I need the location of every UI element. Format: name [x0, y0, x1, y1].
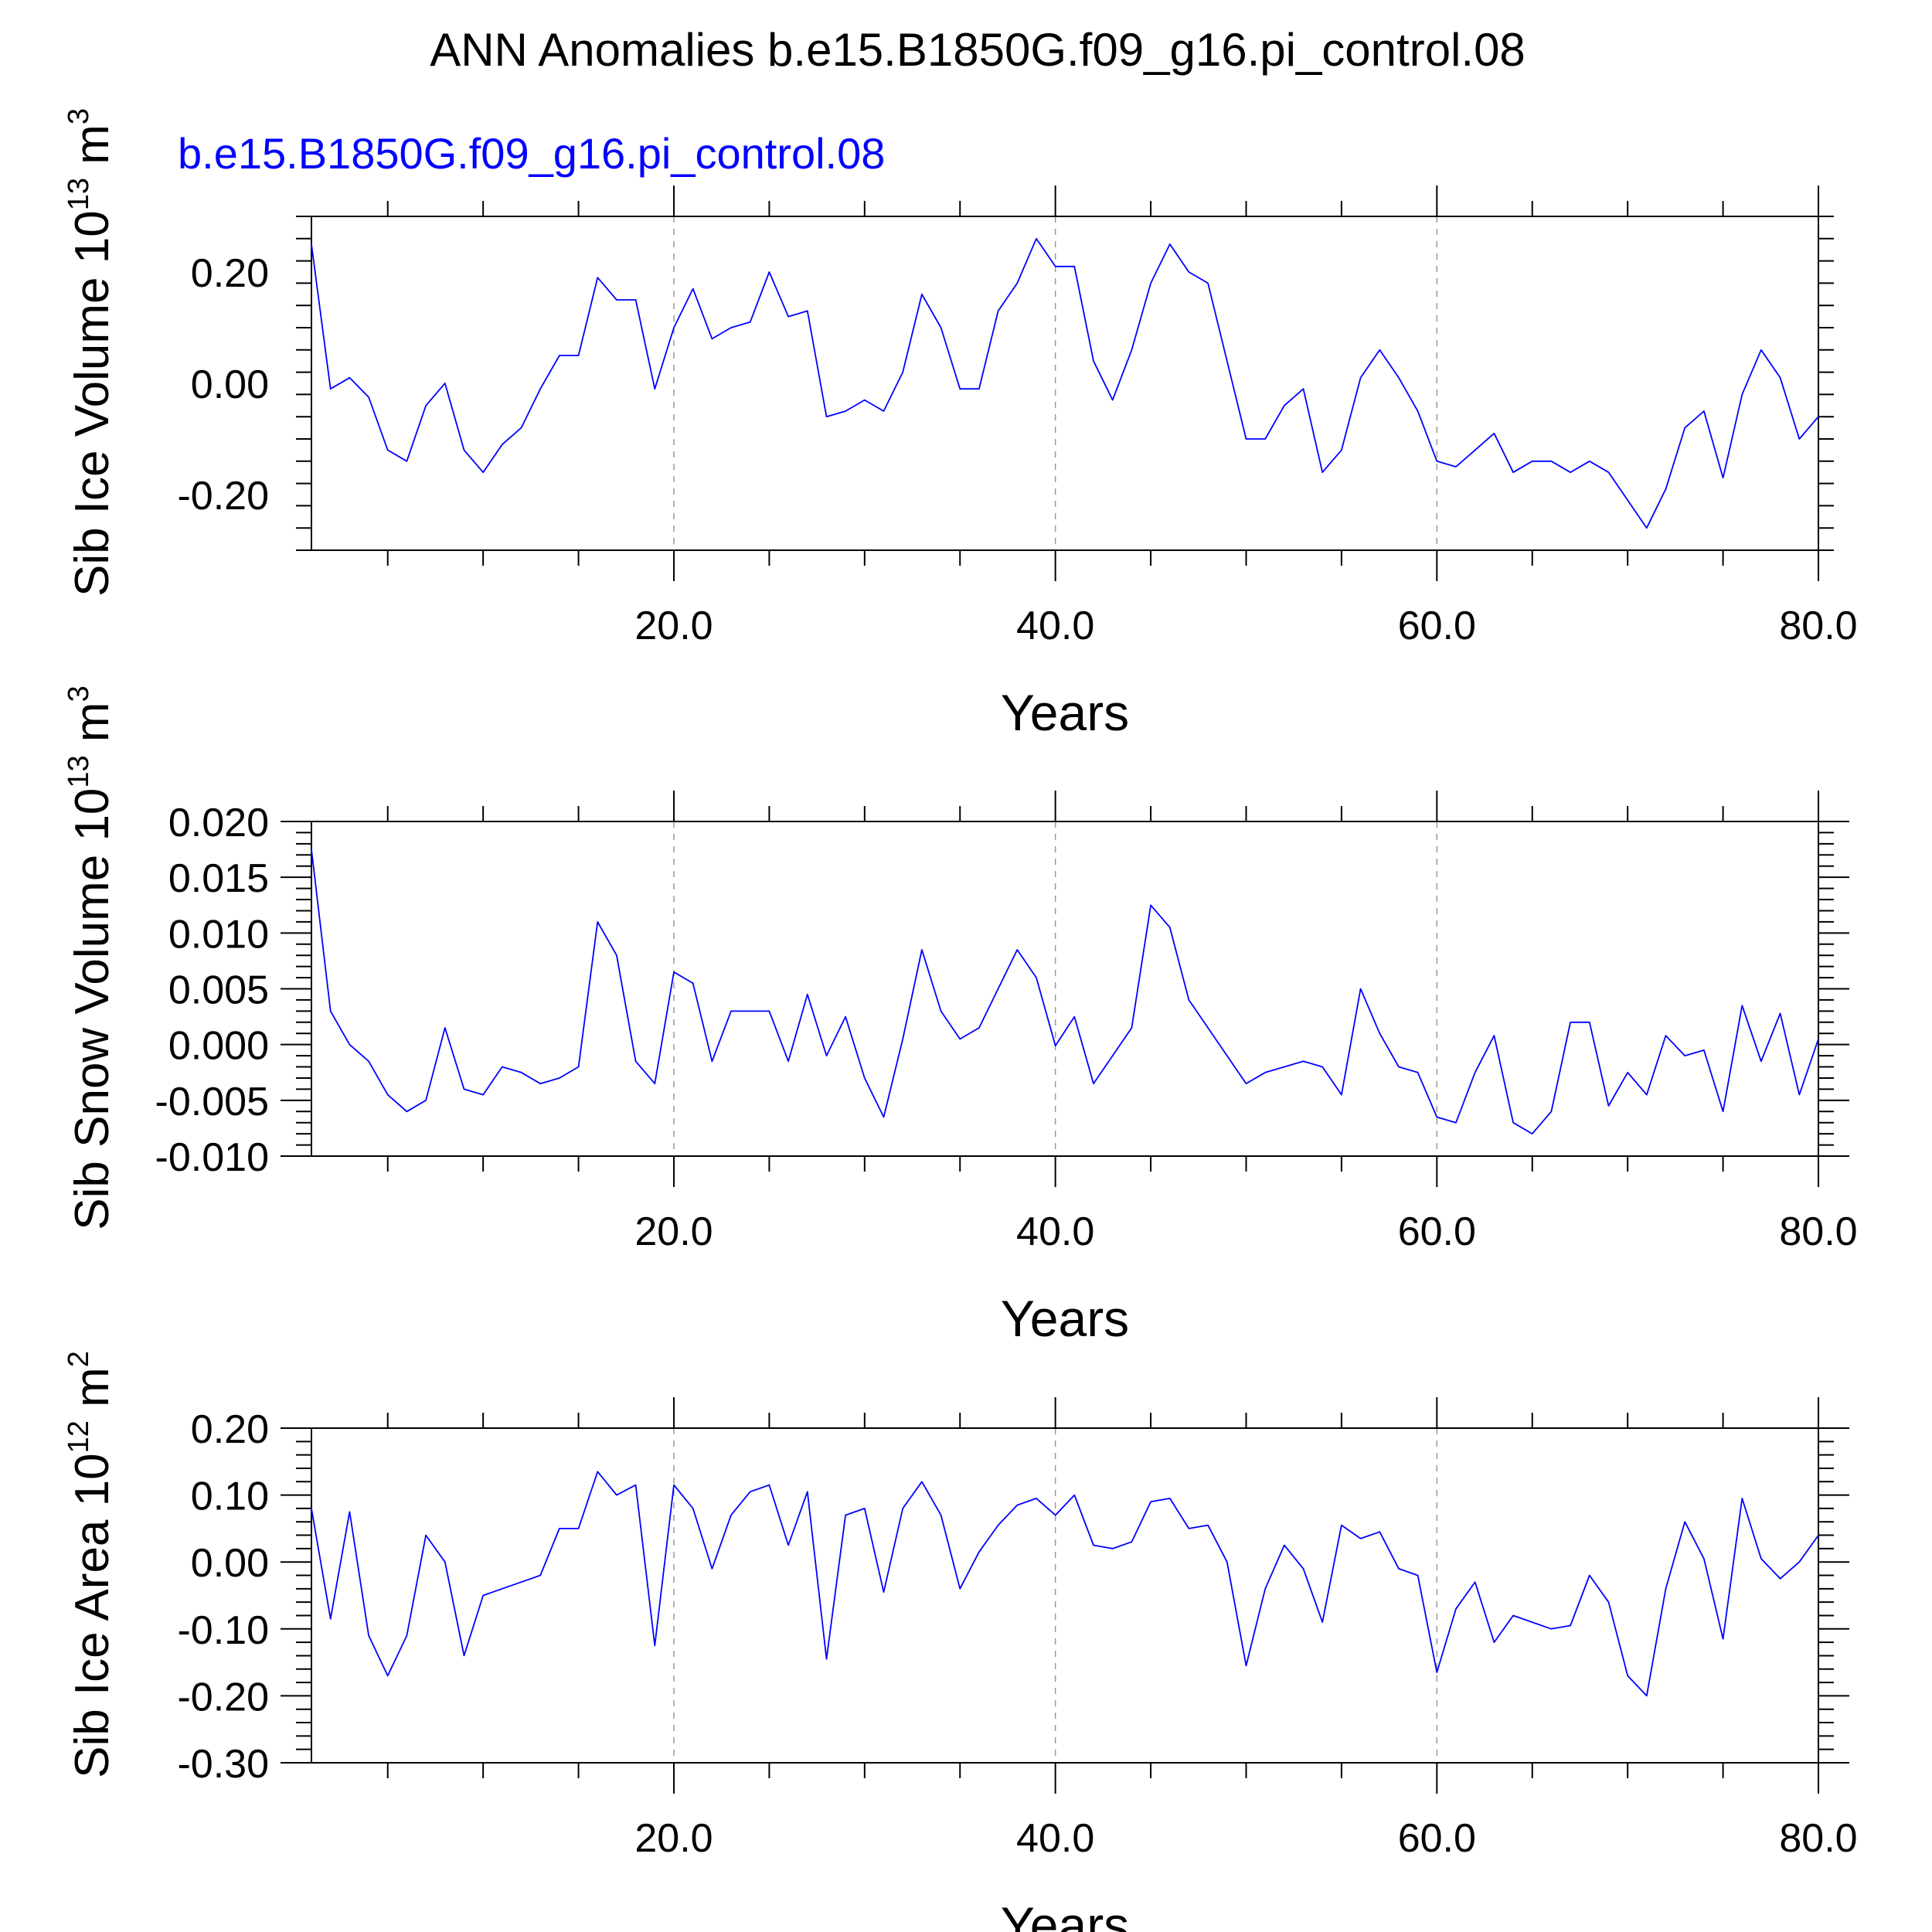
x-axis-label: Years — [1001, 684, 1129, 741]
y-tick-label: -0.20 — [177, 474, 269, 519]
y-tick-label: 0.20 — [191, 1407, 269, 1452]
y-tick-label: 0.020 — [168, 801, 269, 845]
x-tick-label: 80.0 — [1779, 1209, 1857, 1254]
x-axis-label: Years — [1001, 1896, 1129, 1932]
y-tick-label: -0.010 — [155, 1135, 269, 1180]
series-label: b.e15.B1850G.f09_g16.pi_control.08 — [178, 129, 885, 178]
x-tick-label: 60.0 — [1398, 1816, 1476, 1861]
x-tick-label: 80.0 — [1779, 604, 1857, 648]
series-line — [311, 237, 1819, 529]
chart-title: ANN Anomalies b.e15.B1850G.f09_g16.pi_co… — [430, 24, 1526, 76]
series-line — [311, 849, 1819, 1134]
x-tick-label: 60.0 — [1398, 604, 1476, 648]
x-tick-label: 40.0 — [1016, 604, 1094, 648]
x-tick-label: 20.0 — [634, 1209, 713, 1254]
y-axis-label: Sib Snow Volume 1013 m3 — [63, 685, 119, 1230]
panel-3: -0.30 -0.20 -0.10 0.00 0.10 0.20 20.0 40.0 60.0 8… — [63, 1351, 1858, 1932]
y-axis-label: Sib Ice Volume 1013 m3 — [63, 108, 119, 597]
y-tick-label: 0.20 — [191, 251, 269, 296]
y-tick-label: 0.000 — [168, 1024, 269, 1069]
x-tick-label: 20.0 — [634, 1816, 713, 1861]
y-axis-label: Sib Ice Area 1012 m2 — [63, 1351, 119, 1778]
y-tick-label: -0.20 — [177, 1675, 269, 1719]
y-tick-label: 0.10 — [191, 1475, 269, 1519]
x-tick-label: 40.0 — [1016, 1209, 1094, 1254]
y-tick-label: 0.00 — [191, 1541, 269, 1586]
x-tick-label: 20.0 — [634, 604, 713, 648]
plot-frame — [311, 216, 1819, 551]
chart-panels: -0.20 0.00 0.20 20.0 40.0 60.0 80.0 Years Sib Ic… — [63, 108, 1858, 1932]
y-tick-label: -0.005 — [155, 1080, 269, 1124]
plot-frame — [311, 821, 1819, 1157]
y-tick-label: 0.010 — [168, 912, 269, 957]
y-tick-label: -0.10 — [177, 1608, 269, 1653]
plot-frame — [311, 1427, 1819, 1764]
x-tick-label: 80.0 — [1779, 1816, 1857, 1861]
x-tick-label: 60.0 — [1398, 1209, 1476, 1254]
x-axis-label: Years — [1001, 1290, 1129, 1347]
y-tick-label: 0.00 — [191, 362, 269, 407]
y-tick-label: 0.005 — [168, 968, 269, 1013]
panel-2: -0.010 -0.005 0.000 0.005 0.010 0.015 0.020 20.… — [63, 685, 1858, 1347]
y-tick-label: 0.015 — [168, 856, 269, 901]
y-tick-label: -0.30 — [177, 1742, 269, 1787]
panel-1: -0.20 0.00 0.20 20.0 40.0 60.0 80.0 Years Sib Ic… — [63, 108, 1858, 741]
x-tick-label: 40.0 — [1016, 1816, 1094, 1861]
series-line — [311, 1471, 1819, 1697]
